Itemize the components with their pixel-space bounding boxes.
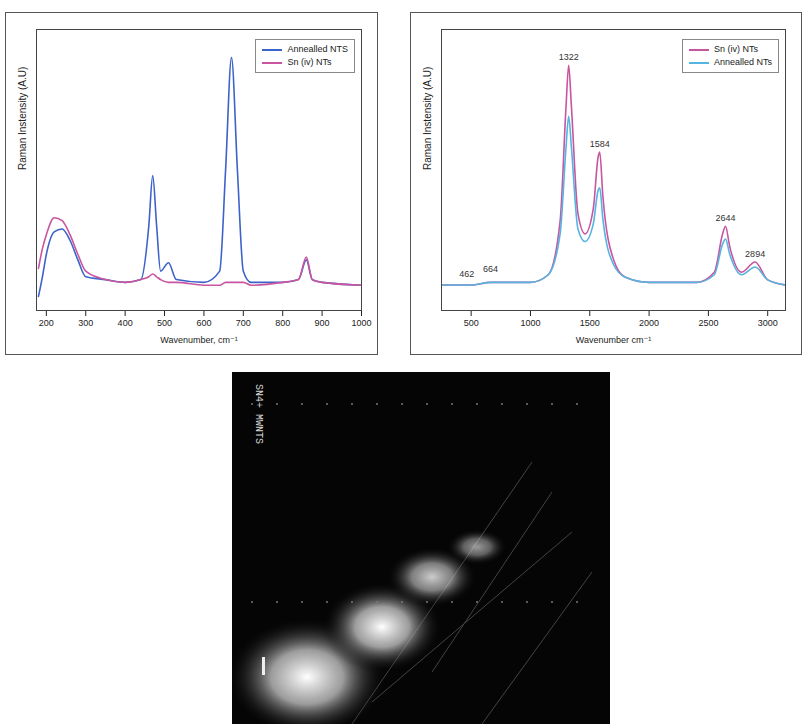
svg-text:400: 400 bbox=[118, 318, 133, 328]
svg-text:1322: 1322 bbox=[559, 52, 579, 62]
svg-text:SN4+ MWNTS: SN4+ MWNTS bbox=[253, 384, 264, 444]
svg-text:1000: 1000 bbox=[520, 318, 540, 328]
svg-text:600: 600 bbox=[196, 318, 211, 328]
svg-text:3000: 3000 bbox=[758, 318, 778, 328]
svg-text:1584: 1584 bbox=[590, 139, 610, 149]
svg-text:462: 462 bbox=[459, 269, 474, 279]
svg-text:Raman Instensity (A.U): Raman Instensity (A.U) bbox=[422, 67, 433, 170]
svg-text:300: 300 bbox=[78, 318, 93, 328]
svg-text:800: 800 bbox=[275, 318, 290, 328]
svg-text:700: 700 bbox=[236, 318, 251, 328]
svg-text:2500: 2500 bbox=[698, 318, 718, 328]
svg-text:200: 200 bbox=[39, 318, 54, 328]
html-text:Sn (iv) NTs: Sn (iv) NTs bbox=[714, 44, 758, 54]
svg-text:Raman Instensity (A.U): Raman Instensity (A.U) bbox=[17, 67, 28, 170]
svg-text:500: 500 bbox=[157, 318, 172, 328]
html-text:Annealled NTS: Annealled NTS bbox=[287, 44, 348, 54]
svg-text:Wavenumber, cm⁻¹: Wavenumber, cm⁻¹ bbox=[160, 335, 237, 345]
svg-text:1000: 1000 bbox=[351, 318, 371, 328]
svg-text:900: 900 bbox=[315, 318, 330, 328]
svg-text:2644: 2644 bbox=[715, 213, 735, 223]
svg-text:2000: 2000 bbox=[639, 318, 659, 328]
html-text:Sn (iv) NTs: Sn (iv) NTs bbox=[287, 57, 332, 67]
svg-text:2894: 2894 bbox=[745, 249, 765, 259]
svg-text:1500: 1500 bbox=[580, 318, 600, 328]
svg-text:Wavenumber cm⁻¹: Wavenumber cm⁻¹ bbox=[576, 335, 651, 345]
svg-text:664: 664 bbox=[483, 264, 498, 274]
svg-text:500: 500 bbox=[464, 318, 479, 328]
html-text:Annealled NTs: Annealled NTs bbox=[714, 57, 772, 67]
